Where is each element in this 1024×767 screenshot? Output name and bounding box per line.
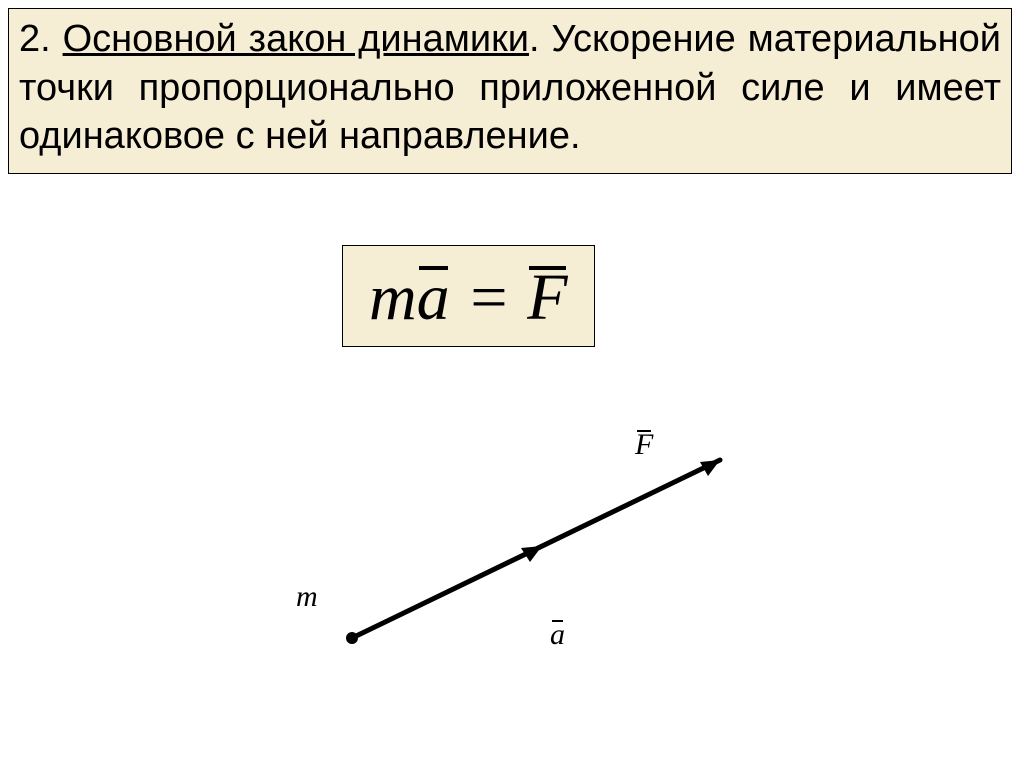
formula-eq: = <box>450 261 528 334</box>
formula-box: ma = F <box>342 245 595 347</box>
formula-m: m <box>369 261 417 334</box>
law-number: 2. <box>19 18 51 60</box>
vector-diagram: m F a <box>280 410 750 730</box>
formula-f-vector: F <box>527 260 567 336</box>
law-title: Основной закон динамики <box>63 18 529 60</box>
law-text-box: 2. Основной закон динамики. Ускорение ма… <box>8 8 1012 174</box>
vector-svg <box>280 410 750 730</box>
label-a-text: a <box>550 618 565 652</box>
label-f: F <box>635 428 653 462</box>
origin-point <box>346 632 358 644</box>
label-f-text: F <box>635 428 653 462</box>
label-m: m <box>296 580 318 614</box>
label-a: a <box>550 618 565 652</box>
formula-a-vector: a <box>417 260 450 336</box>
